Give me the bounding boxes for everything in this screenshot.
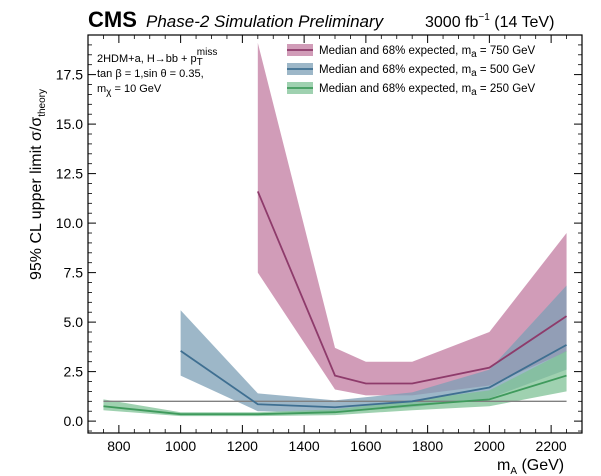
y-tick-label: 2.5 xyxy=(64,364,84,380)
x-tick-labels: 800 1000 1200 1400 1600 1800 2000 2200 xyxy=(107,438,567,454)
legend-label-ma-750: Median and 68% expected, ma = 750 GeV xyxy=(319,45,536,60)
y-tick-label: 15.0 xyxy=(56,116,83,132)
luminosity-label: 3000 fb−1 (14 TeV) xyxy=(425,12,554,31)
x-tick-label: 2200 xyxy=(536,438,567,454)
x-tick-label: 1600 xyxy=(350,438,381,454)
median-lines xyxy=(103,191,568,416)
x-tick-label: 2000 xyxy=(474,438,505,454)
x-tick-label: 1800 xyxy=(412,438,443,454)
x-tick-label: 800 xyxy=(107,438,131,454)
parameters-label: tan β = 1,sin θ = 0.35, xyxy=(97,68,204,80)
band-ma-500 xyxy=(180,285,567,413)
model-label: 2HDM+a, H→bb + pTmiss xyxy=(97,47,217,68)
x-tick-label: 1400 xyxy=(289,438,320,454)
median-line-ma-750 xyxy=(256,191,568,385)
median-line-ma-500 xyxy=(180,344,567,409)
x-axis-title: mA (GeV) xyxy=(497,457,564,476)
x-tick-label: 1000 xyxy=(165,438,196,454)
y-axis-title: 95% CL upper limit σ/σtheory xyxy=(28,89,48,280)
y-tick-label: 12.5 xyxy=(56,166,83,182)
x-tick-label: 1200 xyxy=(227,438,258,454)
experiment-label: CMS xyxy=(88,7,137,32)
y-tick-label: 10.0 xyxy=(56,215,83,231)
uncertainty-bands xyxy=(103,42,567,417)
plot-subtitle: Phase-2 Simulation Preliminary xyxy=(146,12,385,31)
legend: Median and 68% expected, ma = 750 GeV Med… xyxy=(287,44,536,98)
y-tick-label: 7.5 xyxy=(64,265,84,281)
y-tick-label: 5.0 xyxy=(64,314,84,330)
y-tick-labels: 0.0 2.5 5.0 7.5 10.0 12.5 15.0 17.5 xyxy=(56,67,83,430)
legend-label-ma-250: Median and 68% expected, ma = 250 GeV xyxy=(319,83,536,98)
y-tick-label: 0.0 xyxy=(64,413,84,429)
legend-label-ma-500: Median and 68% expected, ma = 500 GeV xyxy=(319,64,536,79)
y-tick-label: 17.5 xyxy=(56,67,83,83)
dm-mass-label: mχ = 10 GeV xyxy=(97,83,162,98)
median-line-ma-250 xyxy=(103,374,567,416)
band-ma-250 xyxy=(103,350,567,417)
axis-ticks xyxy=(88,34,582,433)
